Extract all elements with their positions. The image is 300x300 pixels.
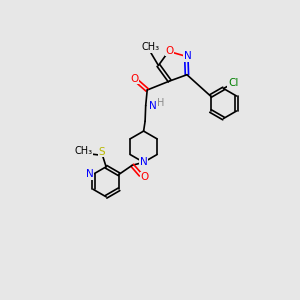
Text: H: H bbox=[157, 98, 164, 108]
Text: N: N bbox=[85, 169, 93, 179]
Text: CH₃: CH₃ bbox=[142, 43, 160, 52]
Text: O: O bbox=[165, 46, 173, 56]
Text: S: S bbox=[99, 147, 105, 157]
Text: CH₃: CH₃ bbox=[75, 146, 93, 157]
Text: O: O bbox=[140, 172, 148, 182]
Text: Cl: Cl bbox=[228, 77, 238, 88]
Text: N: N bbox=[149, 101, 157, 111]
Text: N: N bbox=[140, 157, 148, 167]
Text: N: N bbox=[184, 51, 192, 62]
Text: O: O bbox=[130, 74, 138, 84]
